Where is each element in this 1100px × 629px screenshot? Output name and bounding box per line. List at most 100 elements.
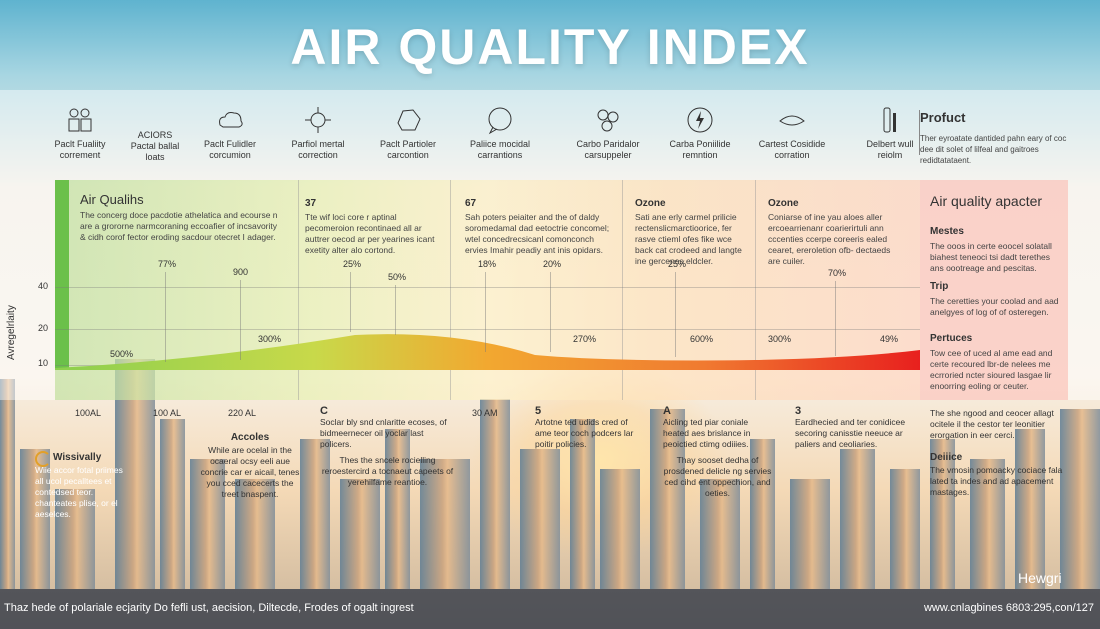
icon-cell-4: Parfiol mertal correction (268, 105, 368, 161)
tube-icon (883, 107, 896, 133)
column-good: Air Qualihs The concerg doce pacdotie at… (80, 192, 280, 243)
block-text: Soclar bly snd cnlaritte ecoses, of bidm… (320, 417, 447, 449)
section-heading: Trip (930, 281, 949, 292)
icon-label: Carba Poniilide remntion (669, 139, 731, 160)
right-panel-section: Trip The ceretties your coolad and aad a… (930, 281, 1065, 318)
icon-label: Paclt Fualiity correment (54, 139, 106, 160)
product-title: Profuct (920, 110, 966, 125)
lower-block-a2: Thay sooset dedha of prosdened delicle n… (660, 455, 775, 499)
icon-cell-7: Carbo Paridalor carsuppeler (558, 105, 658, 161)
column-divider (450, 180, 451, 400)
marker-line (550, 272, 551, 352)
lower-block-right: The she ngood and ceocer allagt ocitele … (930, 408, 1065, 441)
block-number: 5 (535, 405, 542, 417)
percent-label: 25% (343, 259, 362, 269)
percent-label: 20% (543, 259, 562, 269)
block-text: The vmosin pomoacky cociace fala lated t… (930, 465, 1063, 497)
section-heading: Mestes (930, 226, 964, 237)
column-divider (622, 180, 623, 400)
column-heading: Air Qualihs (80, 192, 144, 207)
grid-line (55, 287, 920, 288)
percent-label: 50% (388, 272, 407, 282)
block-number: A (663, 405, 671, 417)
block-heading-text: Wissivally (53, 452, 102, 463)
column-heading: 67 (465, 198, 477, 209)
loader-icon (35, 451, 51, 467)
marker-line (395, 285, 396, 335)
footer-url[interactable]: www.cnlagbines 6803:295,con/127 (923, 602, 1094, 614)
block-number: 3 (795, 405, 802, 417)
city-skyline (0, 359, 1100, 589)
icon-label: Paclt Fulidler corcumion (203, 139, 257, 160)
particles-icon (597, 109, 619, 132)
column-heading: Ozone (768, 198, 799, 209)
right-panel-section: Pertuces Tow cee of uced al ame ead and … (930, 333, 1065, 392)
speech-bubble-icon (488, 107, 512, 135)
divider (919, 110, 920, 155)
icon-cell-1: Paclt Fualiity correment (30, 105, 130, 161)
green-indicator-bar (55, 180, 69, 370)
lower-block-3: 3 Eardhecied and ter conidicee secoring … (795, 406, 915, 450)
column-heading: Ozone (635, 198, 666, 209)
icon-label: Parfiol mertal correction (291, 139, 345, 160)
percent-label: 600% (690, 334, 714, 344)
y-tick: 20 (38, 323, 49, 333)
percent-label: 18% (478, 259, 497, 269)
icon-label: Paliice mocidal carrantions (469, 139, 531, 160)
block-heading: Accoles (230, 432, 270, 443)
block-number: C (320, 405, 328, 417)
block-text: The she ngood and ceocer allagt ocitele … (930, 408, 1054, 440)
section-heading: Pertuces (930, 333, 973, 344)
block-text: Thes the sncele rocielling reroestercird… (321, 455, 454, 487)
block-text: Wiie accor fotal priimes all ucol pecall… (35, 465, 123, 519)
icon-label: Carbo Paridalor carsuppeler (576, 139, 640, 160)
aqi-wave (55, 334, 920, 370)
x-label: 30 AM (472, 408, 498, 418)
marker-line (675, 272, 676, 357)
column-text: Sah poters peiaiter and the of daldy sor… (465, 212, 610, 255)
percent-label: 500% (110, 349, 134, 359)
icon-cell-10: Delbert wull reiolm (840, 105, 940, 161)
percent-label: 270% (573, 334, 597, 344)
y-tick: 40 (38, 281, 49, 291)
x-label: 100 AL (153, 408, 182, 418)
cloud-icon (219, 112, 243, 128)
block-text: Artotne ted udids cred of ame teor coch … (535, 417, 634, 449)
brand-logo: Hewgri (1018, 570, 1062, 586)
lower-block-wiss: Wissivally Wiie accor fotal priimes all … (35, 451, 125, 520)
right-panel-title: Air quality apacter (930, 193, 1043, 209)
column-text: Coniarse of ine yau aloes aller ercoearr… (768, 212, 891, 266)
percent-label: 77% (158, 259, 177, 269)
block-text: Aicling ted piar coniale heated aes bris… (663, 417, 751, 449)
block-text: While are ocelal in the ocaeral ocsy eel… (200, 445, 300, 499)
icon-cell-8: Carba Poniilide remntion (650, 105, 750, 161)
percent-label: 49% (880, 334, 899, 344)
virus-icon (305, 107, 331, 133)
marker-line (485, 272, 486, 352)
icon-label: Delbert wull reiolm (866, 139, 914, 160)
column-ozone-2: Ozone Coniarse of ine yau aloes aller er… (768, 198, 893, 267)
percent-label: 70% (828, 268, 847, 278)
percent-label: 25% (668, 259, 687, 269)
lower-block-c: C Soclar bly snd cnlaritte ecoses, of bi… (320, 406, 455, 450)
people-icon (68, 108, 92, 132)
section-text: The ceretties your coolad and aad anelgy… (930, 296, 1059, 317)
lower-block-5: 5 Artotne ted udids cred of ame teor coc… (535, 406, 645, 450)
pollutant-icon-row: Paclt Fualiity correment ACIORS Pactal b… (40, 105, 920, 175)
lower-block-a: A Aicling ted piar coniale heated aes br… (663, 406, 773, 450)
lightning-icon (687, 107, 713, 133)
column-text: Sati ane erly carmel prilicie rectenslic… (635, 212, 742, 266)
column-text: Tte wif loci core r aptinal pecomeroion … (305, 212, 435, 255)
marker-line (240, 280, 241, 360)
product-box: Profuct Ther eyroatate dantided pahn ear… (920, 110, 1070, 166)
page-title: AIR QUALITY INDEX (290, 19, 810, 75)
lower-block-c2: Thes the sncele rocielling reroestercird… (320, 455, 455, 488)
column-text: The concerg doce pacdotie athelatica and… (80, 210, 278, 242)
column-divider (755, 180, 756, 400)
block-heading: Deiiice (930, 452, 963, 463)
right-panel-section: Mestes The ooos in certe eoocel solatall… (930, 226, 1065, 274)
block-text: Eardhecied and ter conidicee secoring ca… (795, 417, 906, 449)
info-panel (0, 90, 1100, 400)
icon-cell-9: Cartest Cosidide corration (742, 105, 842, 161)
percent-label: 900 (233, 267, 249, 277)
